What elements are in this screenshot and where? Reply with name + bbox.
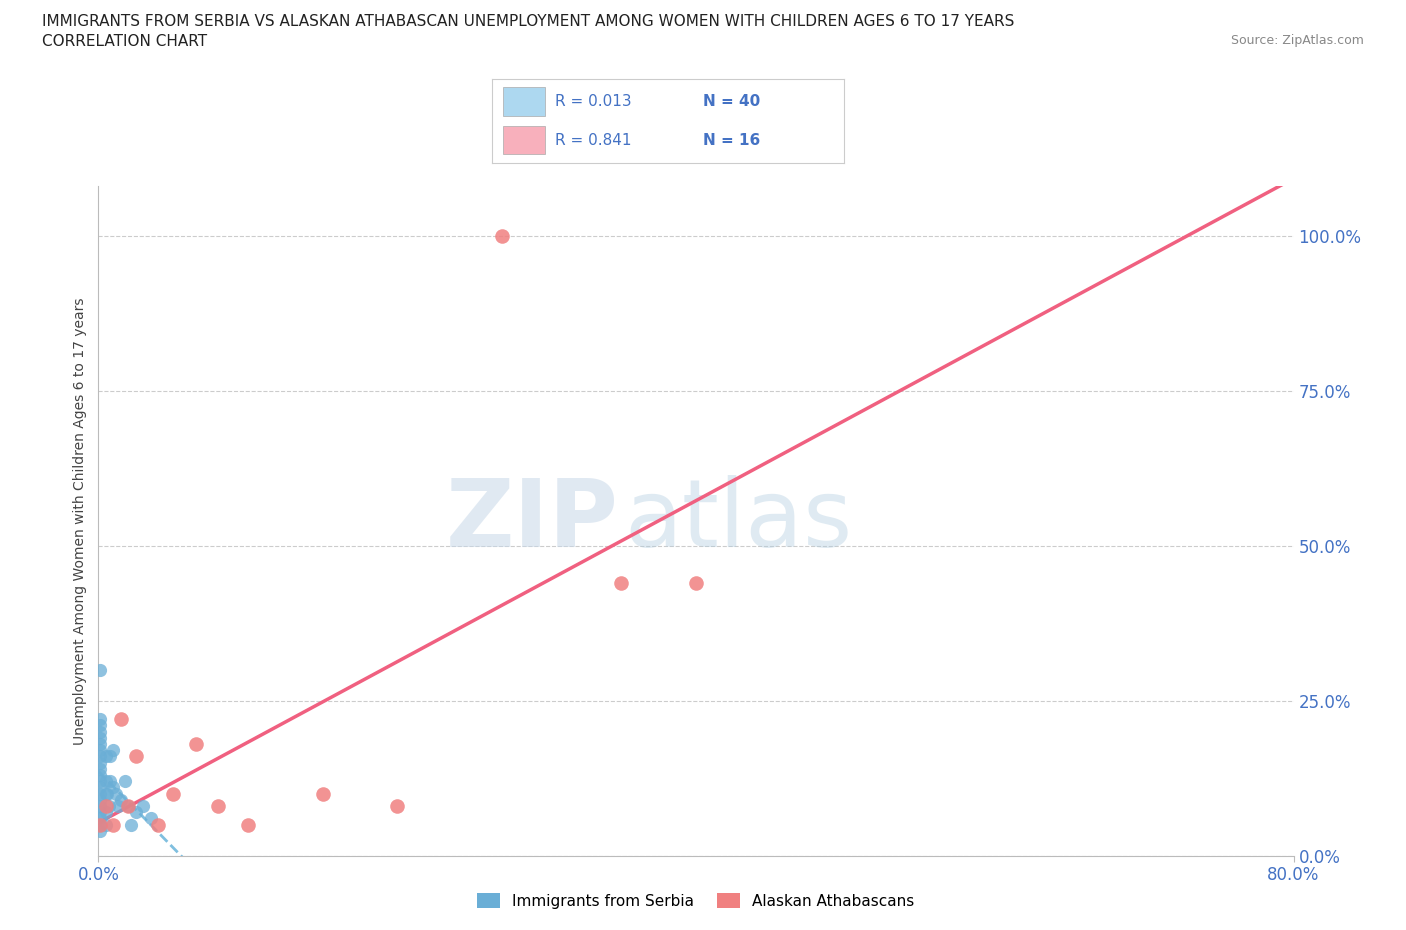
Point	[207, 799, 229, 814]
Point	[148, 817, 170, 832]
Point	[107, 799, 129, 814]
Point	[98, 774, 122, 789]
Point	[97, 799, 120, 814]
Point	[89, 811, 111, 826]
Text: N = 16: N = 16	[703, 133, 761, 148]
Point	[685, 576, 707, 591]
Point	[89, 724, 111, 739]
Point	[103, 817, 125, 832]
Point	[89, 737, 111, 751]
Point	[89, 817, 111, 832]
Point	[89, 780, 111, 795]
Point	[103, 780, 125, 795]
Point	[162, 786, 184, 801]
Point	[89, 799, 111, 814]
Text: N = 40: N = 40	[703, 94, 761, 109]
Text: R = 0.013: R = 0.013	[555, 94, 631, 109]
Point	[114, 774, 136, 789]
Text: IMMIGRANTS FROM SERBIA VS ALASKAN ATHABASCAN UNEMPLOYMENT AMONG WOMEN WITH CHILD: IMMIGRANTS FROM SERBIA VS ALASKAN ATHABA…	[42, 14, 1015, 29]
Point	[89, 730, 111, 745]
Text: Source: ZipAtlas.com: Source: ZipAtlas.com	[1230, 34, 1364, 47]
Point	[184, 737, 207, 751]
Text: ZIP: ZIP	[446, 475, 619, 566]
Point	[98, 749, 122, 764]
Point	[94, 774, 117, 789]
Point	[89, 755, 111, 770]
Point	[89, 743, 111, 758]
Point	[125, 804, 148, 819]
Point	[117, 799, 139, 814]
Point	[110, 792, 132, 807]
Text: CORRELATION CHART: CORRELATION CHART	[42, 34, 207, 49]
Point	[89, 762, 111, 777]
Point	[105, 786, 128, 801]
Point	[94, 799, 117, 814]
Legend: Immigrants from Serbia, Alaskan Athabascans: Immigrants from Serbia, Alaskan Athabasc…	[471, 886, 921, 915]
Point	[89, 718, 111, 733]
Text: R = 0.841: R = 0.841	[555, 133, 631, 148]
Point	[94, 749, 117, 764]
Point	[139, 811, 162, 826]
Point	[94, 804, 117, 819]
Point	[103, 743, 125, 758]
Point	[610, 576, 633, 591]
Point	[491, 228, 513, 243]
Point	[89, 823, 111, 838]
Text: atlas: atlas	[624, 475, 852, 566]
Point	[311, 786, 333, 801]
Point	[89, 817, 111, 832]
Point	[125, 749, 148, 764]
Point	[89, 804, 111, 819]
Point	[236, 817, 259, 832]
Bar	[503, 87, 546, 116]
Point	[385, 799, 409, 814]
Point	[89, 774, 111, 789]
Point	[94, 786, 117, 801]
Y-axis label: Unemployment Among Women with Children Ages 6 to 17 years: Unemployment Among Women with Children A…	[73, 297, 87, 745]
Point	[117, 799, 139, 814]
Bar	[503, 126, 546, 154]
Point	[96, 786, 118, 801]
Point	[120, 817, 142, 832]
Point	[110, 711, 132, 726]
Point	[89, 711, 111, 726]
Point	[89, 662, 111, 677]
Point	[89, 792, 111, 807]
Point	[89, 749, 111, 764]
Point	[94, 817, 117, 832]
Point	[89, 786, 111, 801]
Point	[132, 799, 155, 814]
Point	[89, 767, 111, 782]
